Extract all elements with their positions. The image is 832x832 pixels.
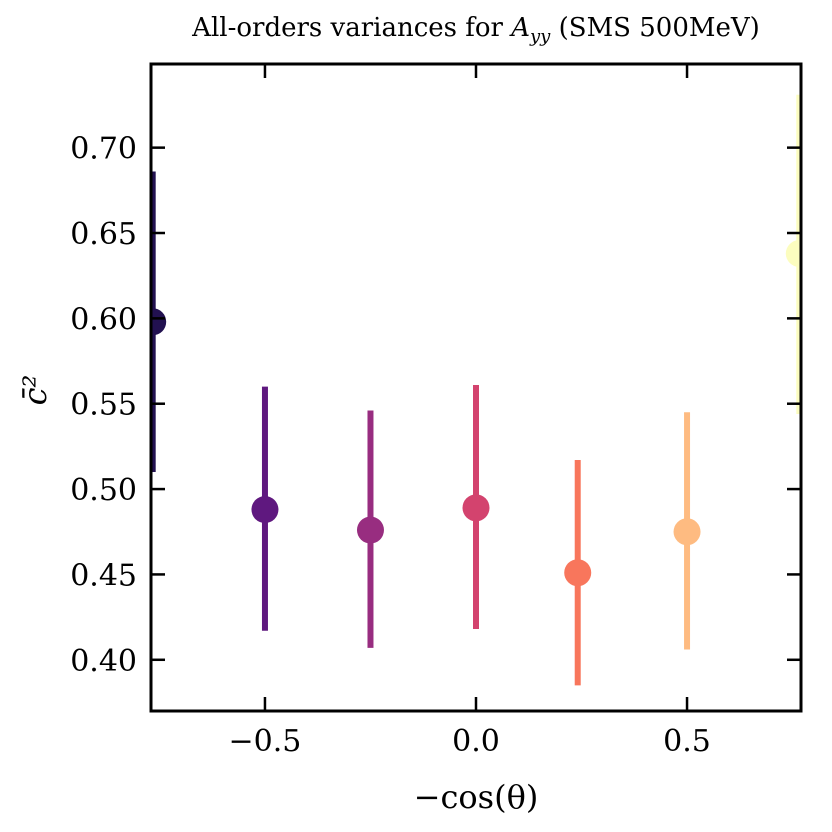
x-axis-label: −cos(θ) bbox=[414, 778, 539, 816]
data-point bbox=[462, 494, 490, 522]
y-tick-label: 0.55 bbox=[70, 388, 137, 423]
x-tick-label: 0.5 bbox=[663, 724, 711, 759]
y-tick-label: 0.50 bbox=[70, 473, 137, 508]
plot-area bbox=[151, 94, 801, 686]
chart-title-subscript: yy bbox=[529, 26, 551, 47]
data-point bbox=[356, 516, 384, 544]
chart-title-prefix: All-orders variances for bbox=[191, 13, 511, 43]
series bbox=[151, 94, 801, 686]
x-axis: −0.5 0.0 0.5 bbox=[229, 64, 711, 759]
chart-title-suffix: (SMS 500MeV) bbox=[550, 13, 759, 43]
y-axis: 0.40 0.45 0.50 0.55 0.60 0.65 0.70 bbox=[70, 132, 801, 679]
data-point bbox=[785, 239, 801, 267]
y-axis-label: c̄² bbox=[16, 375, 54, 406]
y-tick-label: 0.60 bbox=[70, 302, 137, 337]
y-tick-label: 0.70 bbox=[70, 132, 137, 167]
data-point bbox=[673, 518, 701, 546]
x-tick-label: −0.5 bbox=[229, 724, 302, 759]
chart-title-symbol: A bbox=[509, 13, 530, 43]
y-tick-label: 0.40 bbox=[70, 644, 137, 679]
chart-title: All-orders variances for Ayy (SMS 500MeV… bbox=[191, 13, 760, 47]
y-tick-label: 0.45 bbox=[70, 558, 137, 593]
y-tick-label: 0.65 bbox=[70, 217, 137, 252]
x-tick-label: 0.0 bbox=[452, 724, 500, 759]
data-point bbox=[151, 308, 167, 336]
data-point bbox=[564, 559, 592, 587]
data-point bbox=[251, 496, 279, 524]
